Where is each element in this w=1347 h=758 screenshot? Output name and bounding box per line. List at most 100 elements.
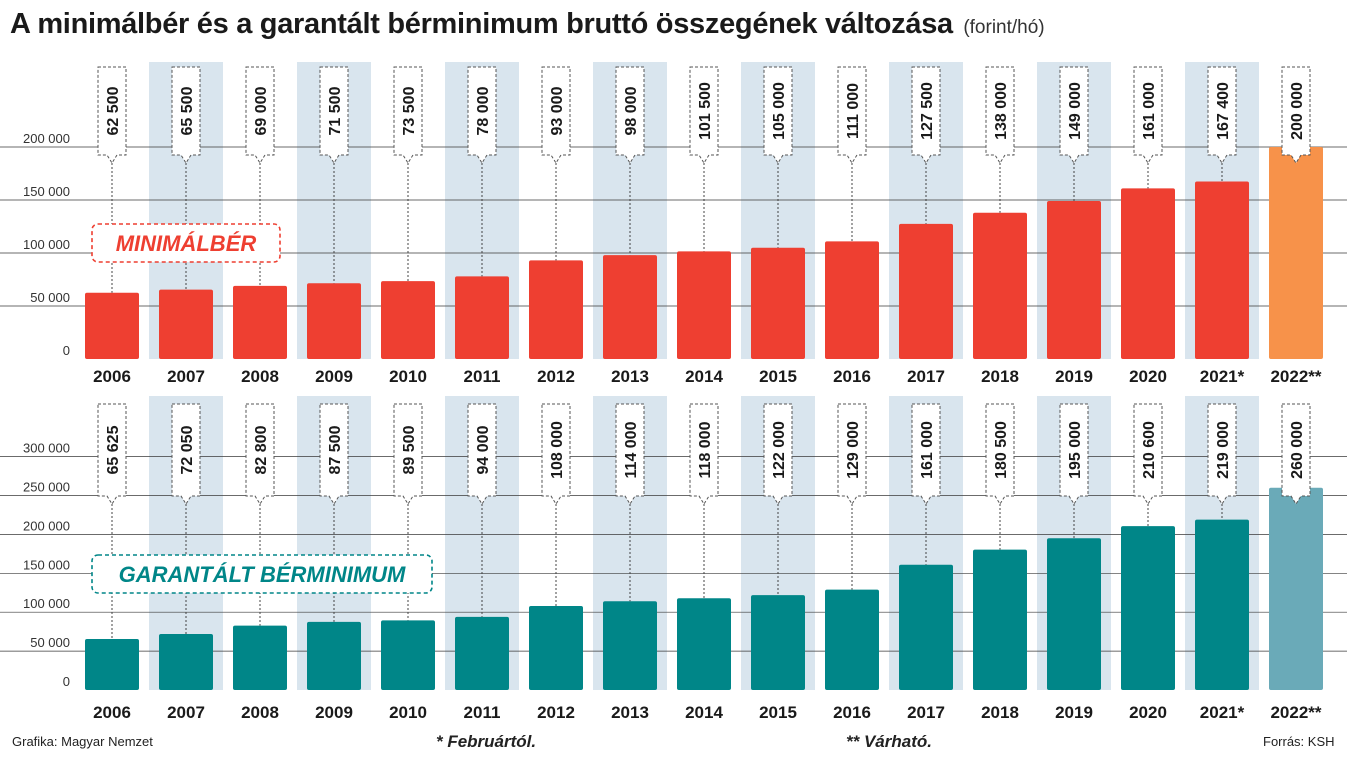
value-label: 87 500	[327, 425, 344, 474]
value-label: 89 500	[401, 425, 418, 474]
x-tick-label: 2022**	[1270, 703, 1321, 722]
bar	[677, 598, 731, 690]
value-callout-box	[985, 403, 1015, 505]
value-label: 127 500	[919, 82, 936, 140]
value-callout-box	[97, 66, 127, 164]
bar	[529, 260, 583, 359]
bar	[973, 549, 1027, 690]
value-callout-box	[245, 403, 275, 505]
y-tick-label: 150 000	[23, 557, 70, 572]
bar	[1047, 201, 1101, 359]
value-label: 219 000	[1215, 421, 1232, 479]
x-tick-label: 2019	[1055, 703, 1093, 722]
bar	[677, 251, 731, 359]
title-main: A minimálbér és a garantált bérminimum b…	[10, 8, 953, 40]
x-tick-label: 2013	[611, 367, 649, 386]
y-tick-label: 50 000	[30, 290, 70, 305]
x-tick-label: 2014	[685, 703, 723, 722]
value-label: 210 600	[1141, 421, 1158, 479]
value-label: 78 000	[475, 86, 492, 135]
credit-text: Grafika: Magyar Nemzet	[12, 734, 153, 749]
x-tick-label: 2019	[1055, 367, 1093, 386]
bar	[603, 601, 657, 690]
value-label: 167 400	[1215, 82, 1232, 140]
value-callout-box	[319, 403, 349, 505]
x-tick-label: 2016	[833, 703, 871, 722]
y-tick-label: 150 000	[23, 184, 70, 199]
title-unit: (forint/hó)	[963, 17, 1045, 38]
value-label: 118 000	[697, 421, 714, 478]
bar	[973, 212, 1027, 359]
value-label: 260 000	[1289, 421, 1306, 479]
value-label: 69 000	[253, 86, 270, 135]
bar	[751, 595, 805, 690]
x-tick-label: 2013	[611, 703, 649, 722]
bar	[603, 255, 657, 359]
value-callout-box	[837, 403, 867, 505]
x-tick-label: 2007	[167, 367, 205, 386]
bar	[307, 621, 361, 690]
x-tick-label: 2011	[464, 367, 501, 386]
bar	[307, 283, 361, 359]
value-callout-box	[689, 403, 719, 505]
value-label: 122 000	[771, 421, 788, 479]
value-label: 94 000	[475, 425, 492, 474]
x-tick-label: 2010	[389, 703, 427, 722]
value-label: 72 050	[179, 425, 196, 474]
value-callout-box	[1059, 403, 1089, 505]
x-tick-label: 2011	[464, 703, 501, 722]
value-callout-box	[1133, 403, 1163, 505]
x-tick-label: 2022**	[1270, 367, 1321, 386]
chart-panel-1: 0 50 000 100 000 150 000 200 000 62 500 2006 65…	[0, 62, 1347, 386]
x-tick-label: 2009	[315, 367, 353, 386]
value-callout-box	[1281, 66, 1311, 164]
value-callout-box	[1133, 66, 1163, 164]
series-label: MINIMÁLBÉR	[116, 231, 257, 256]
bar	[899, 223, 953, 359]
y-tick-label: 100 000	[23, 237, 70, 252]
x-tick-label: 2015	[759, 367, 797, 386]
series-badge	[91, 223, 281, 263]
bar	[529, 605, 583, 690]
bar	[1121, 188, 1175, 359]
value-label: 82 800	[253, 425, 270, 474]
value-callout-box	[393, 66, 423, 164]
x-tick-label: 2008	[241, 703, 279, 722]
y-tick-label: 200 000	[23, 518, 70, 533]
x-tick-label: 2012	[537, 367, 575, 386]
value-callout-box	[1207, 66, 1237, 164]
value-label: 200 000	[1289, 82, 1306, 140]
y-tick-label: 0	[63, 343, 70, 358]
bar	[159, 289, 213, 359]
x-tick-label: 2008	[241, 367, 279, 386]
bar	[233, 285, 287, 359]
value-label: 73 500	[401, 86, 418, 135]
bar	[1195, 181, 1249, 359]
footnote-expected: ** Várható.	[846, 732, 932, 751]
x-tick-label: 2020	[1129, 367, 1167, 386]
value-callout-box	[911, 403, 941, 505]
source-text: Forrás: KSH	[1263, 734, 1335, 749]
x-tick-label: 2010	[389, 367, 427, 386]
bar	[751, 247, 805, 359]
value-callout-box	[763, 403, 793, 505]
x-tick-label: 2015	[759, 703, 797, 722]
value-label: 71 500	[327, 86, 344, 135]
value-callout-box	[689, 66, 719, 164]
value-label: 195 000	[1067, 421, 1084, 479]
value-callout-box	[837, 66, 867, 164]
bar	[899, 564, 953, 690]
bar	[1269, 487, 1323, 690]
bar	[85, 638, 139, 690]
x-tick-label: 2018	[981, 703, 1019, 722]
value-label: 111 000	[845, 83, 862, 139]
bar	[825, 589, 879, 690]
value-callout-box	[1059, 66, 1089, 164]
value-callout-box	[171, 403, 201, 505]
x-tick-label: 2017	[907, 703, 945, 722]
chart-title: A minimálbér és a garantált bérminimum b…	[10, 8, 1045, 41]
value-callout-box	[97, 403, 127, 505]
value-callout-box	[1207, 403, 1237, 505]
value-label: 114 000	[623, 421, 640, 478]
bar	[381, 281, 435, 359]
